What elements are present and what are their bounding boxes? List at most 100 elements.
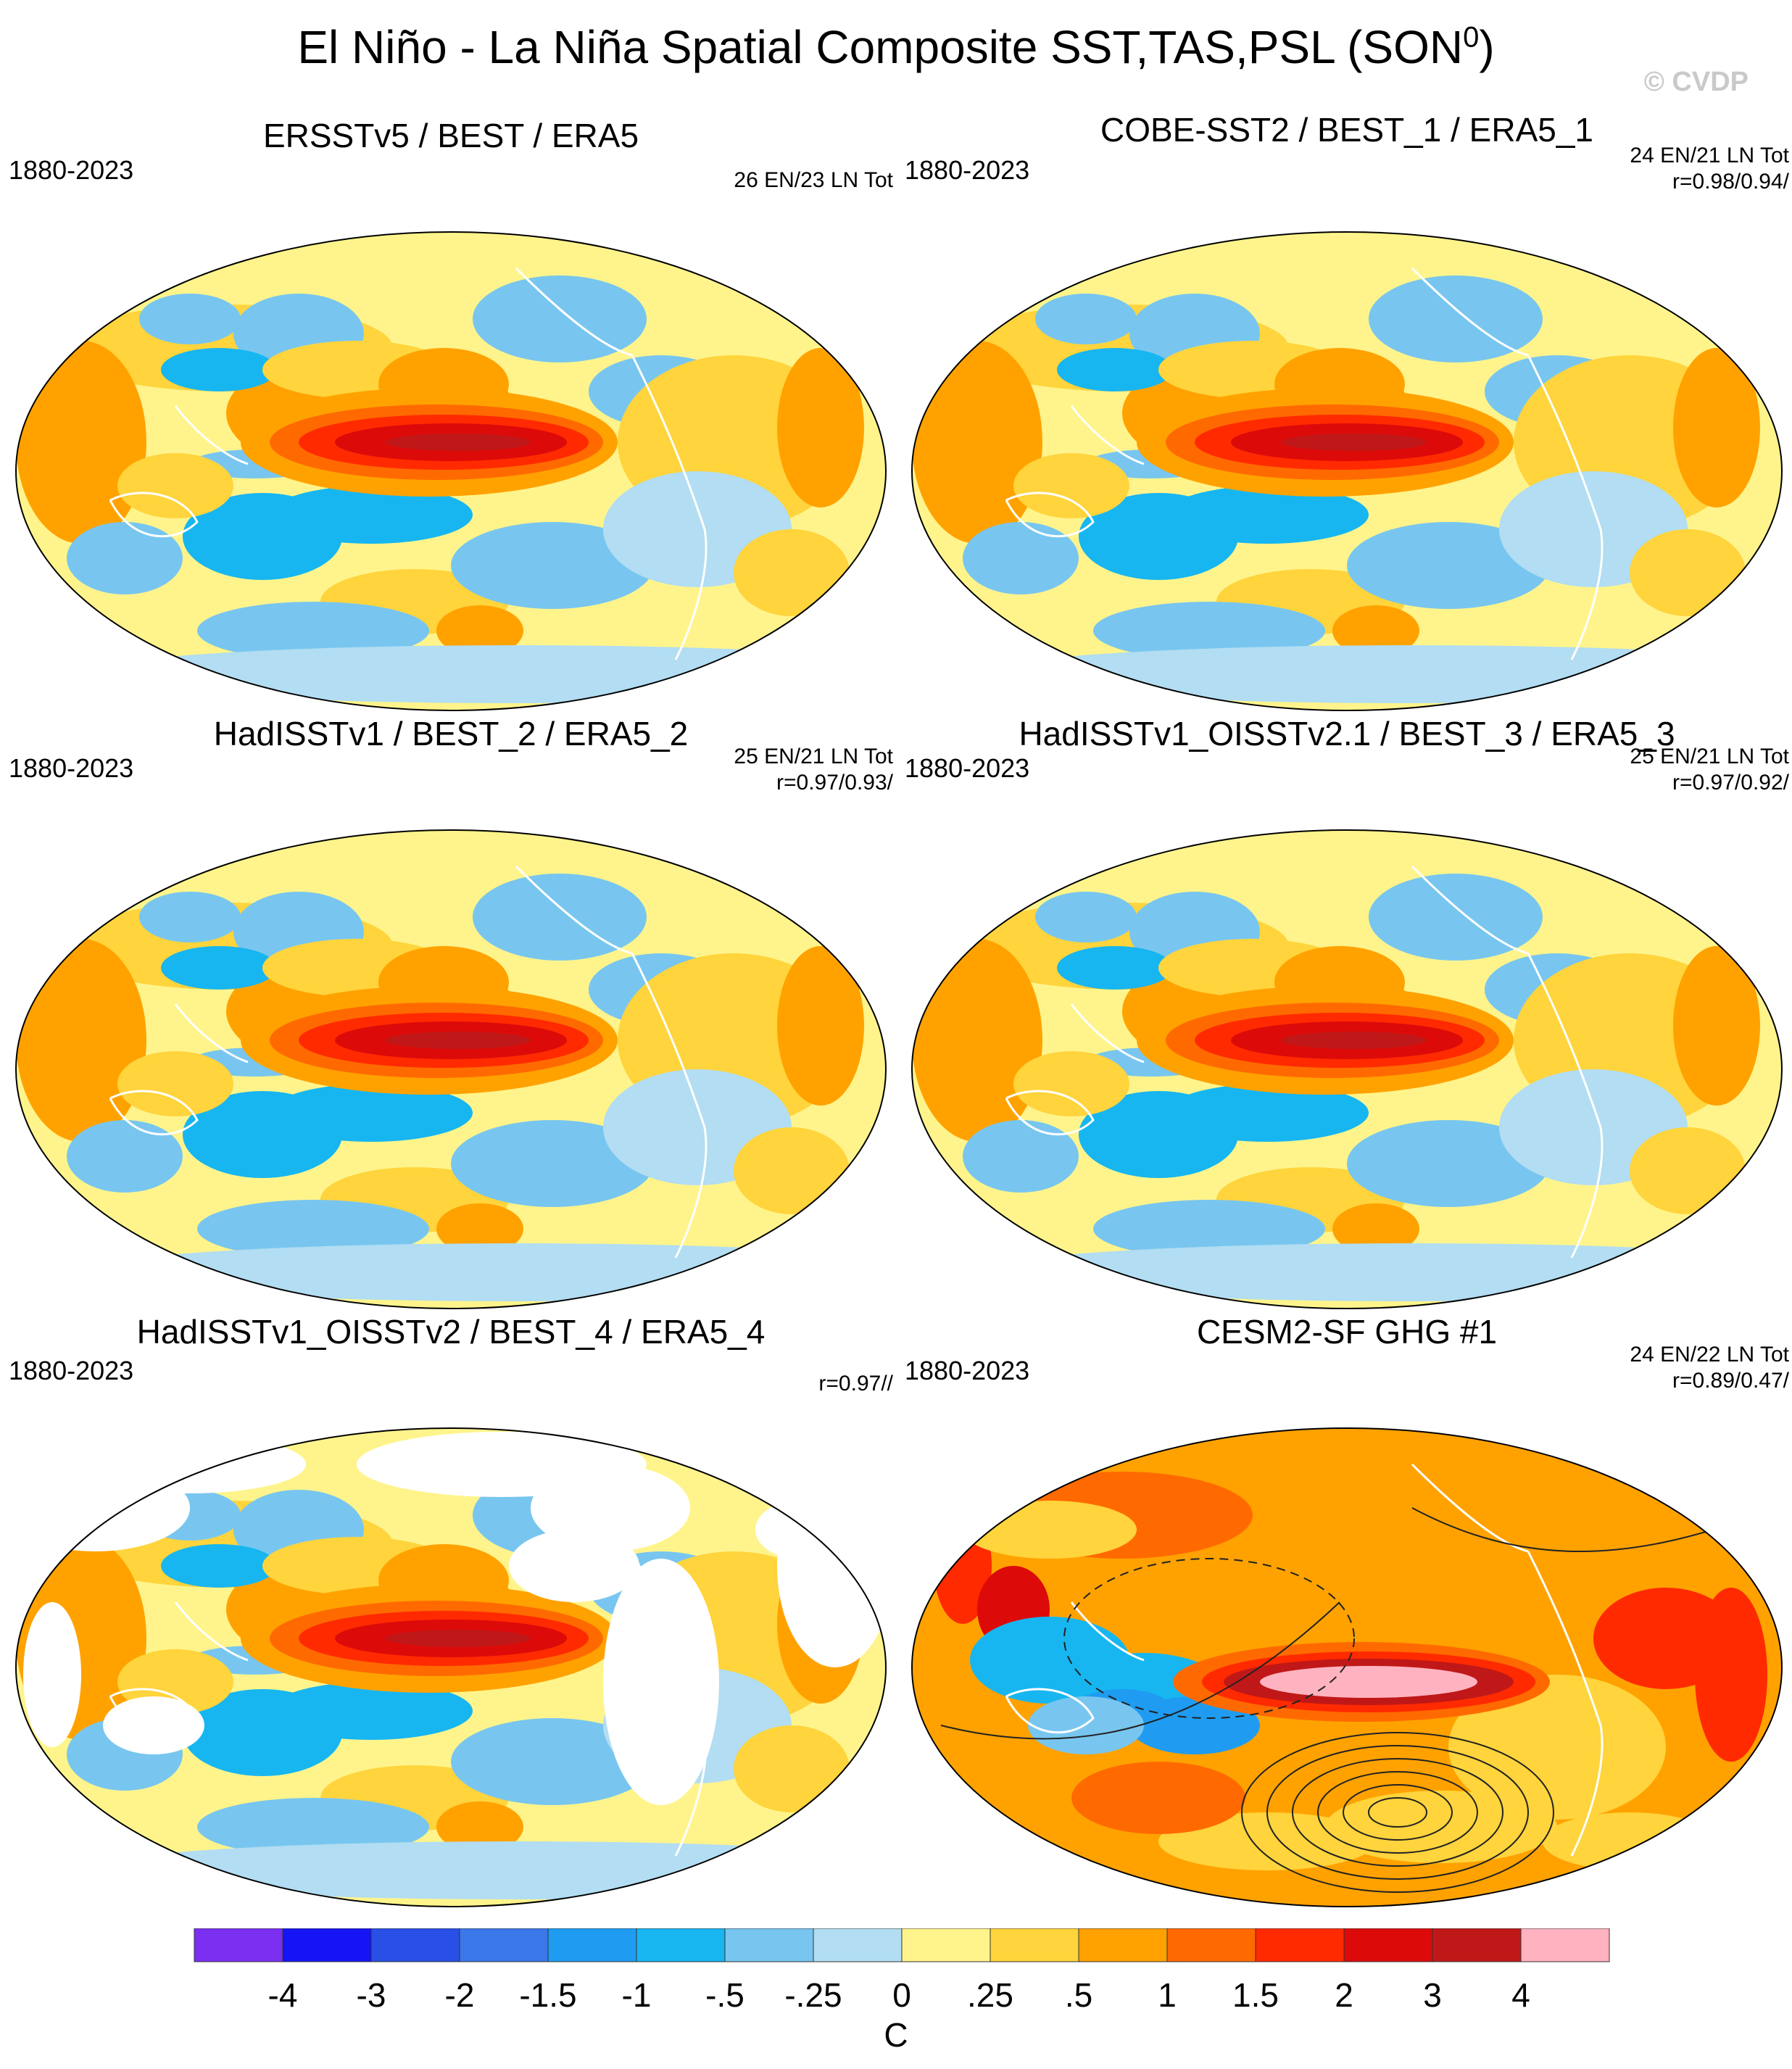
panel-years: 1880-2023 bbox=[905, 1356, 1030, 1385]
land-mask bbox=[103, 1696, 204, 1754]
panel-years: 1880-2023 bbox=[9, 155, 134, 185]
panel-4: HadISSTv1_OISSTv2 / BEST_4 / ERA5_4 1880… bbox=[9, 1312, 893, 1914]
panel-years: 1880-2023 bbox=[9, 753, 134, 783]
anomaly-region bbox=[1347, 522, 1550, 609]
anomaly-region bbox=[1448, 1675, 1666, 1820]
coastline-australia bbox=[109, 1688, 199, 1734]
panel-stat-counts: 26 EN/23 LN Tot bbox=[734, 168, 893, 192]
colorbar-tick-label: 1 bbox=[1158, 1976, 1177, 2014]
anomaly-region bbox=[912, 939, 1042, 1142]
anomaly-region bbox=[161, 1544, 277, 1588]
colorbar-swatch bbox=[901, 1928, 991, 1962]
colorbar-swatch bbox=[547, 1928, 637, 1962]
anomaly-region bbox=[1057, 946, 1173, 990]
anomaly-region bbox=[1013, 1051, 1129, 1116]
anomaly-region bbox=[1332, 1203, 1419, 1254]
land-mask bbox=[74, 1435, 306, 1493]
colorbar-swatch bbox=[459, 1928, 549, 1962]
panel-stat-counts: 25 EN/21 LN Tot bbox=[734, 745, 893, 768]
coastline-americas bbox=[1527, 953, 1604, 1259]
psl-contour-line bbox=[1343, 1784, 1453, 1841]
colorbar-swatch bbox=[1166, 1928, 1256, 1962]
anomaly-region bbox=[270, 1084, 473, 1142]
anomaly-region bbox=[473, 275, 647, 362]
colorbar-tick-label: -.5 bbox=[705, 1976, 744, 2014]
colorbar-tick-label: .25 bbox=[967, 1976, 1013, 2014]
coastline-australia bbox=[109, 1090, 199, 1136]
colorbar-swatch bbox=[370, 1928, 460, 1962]
colorbar-swatch bbox=[1343, 1928, 1433, 1962]
anomaly-region bbox=[1166, 486, 1369, 544]
main-title: El Niño - La Niña Spatial Composite SST,… bbox=[297, 21, 1495, 73]
panel-stat-corr: r=0.98/0.94/ bbox=[1672, 170, 1789, 194]
anomaly-region bbox=[1057, 348, 1173, 391]
panel-stat-corr: r=0.97/0.92/ bbox=[1672, 771, 1789, 795]
panel-title: HadISSTv1 / BEST_2 / ERA5_2 bbox=[213, 715, 689, 752]
land-mask bbox=[603, 1559, 719, 1805]
coastline-north-america bbox=[1411, 1463, 1529, 1553]
map-border bbox=[911, 1427, 1783, 1907]
colorbar-tick-label: -2 bbox=[445, 1976, 475, 2014]
coastlines bbox=[1005, 1463, 1604, 1857]
map-border bbox=[911, 829, 1783, 1309]
anomaly-region bbox=[1347, 1120, 1550, 1207]
psl-contour-dashed bbox=[1063, 1558, 1355, 1719]
anomaly-region bbox=[1332, 605, 1419, 656]
colorbar-swatch bbox=[1078, 1928, 1168, 1962]
coastline-americas bbox=[1527, 1551, 1604, 1857]
psl-contour-line bbox=[1317, 1771, 1478, 1854]
colorbar-swatch bbox=[724, 1928, 814, 1962]
map-plot bbox=[15, 231, 887, 711]
map-plot bbox=[911, 829, 1783, 1309]
enso-tongue bbox=[386, 1032, 531, 1049]
coastlines bbox=[109, 865, 708, 1259]
anomaly-region bbox=[777, 348, 864, 507]
coastline-maritime bbox=[174, 1601, 249, 1662]
anomaly-region bbox=[1630, 529, 1746, 616]
anomaly-region bbox=[436, 1801, 523, 1852]
anomaly-region bbox=[451, 1120, 654, 1207]
panel-title: HadISSTv1_OISSTv2.1 / BEST_3 / ERA5_3 bbox=[1019, 715, 1675, 752]
psl-contour-line bbox=[940, 1601, 1340, 1740]
map-plot bbox=[911, 1427, 1783, 1907]
anomaly-region bbox=[1369, 874, 1543, 961]
panel-2: HadISSTv1 / BEST_2 / ERA5_2 1880-2023 25… bbox=[9, 714, 893, 1316]
anomaly-region bbox=[67, 522, 183, 594]
colorbar-tick-label: 3 bbox=[1423, 1976, 1442, 2014]
anomaly-region bbox=[734, 1725, 850, 1812]
panel-title: CESM2-SF GHG #1 bbox=[1196, 1313, 1498, 1351]
anomaly-region bbox=[436, 605, 523, 656]
anomaly-region bbox=[117, 453, 233, 518]
panel-1: COBE-SST2 / BEST_1 / ERA5_1 1880-2023 24… bbox=[905, 110, 1789, 712]
coastline-north-america bbox=[1411, 267, 1529, 357]
anomaly-region bbox=[1673, 946, 1760, 1106]
anomaly-region bbox=[436, 1203, 523, 1254]
land-mask bbox=[23, 1602, 81, 1747]
anomaly-region bbox=[117, 1051, 233, 1116]
colorbar-tick-label: -4 bbox=[268, 1976, 298, 2014]
land-mask bbox=[777, 1464, 886, 1667]
colorbar-tick-label: -.25 bbox=[784, 1976, 842, 2014]
panel-stat-counts: 24 EN/21 LN Tot bbox=[1630, 144, 1789, 167]
panel-5: CESM2-SF GHG #1 1880-2023 24 EN/22 LN To… bbox=[905, 1312, 1789, 1914]
anomaly-region bbox=[963, 522, 1079, 594]
psl-contour-line bbox=[1368, 1797, 1427, 1828]
coastline-americas bbox=[631, 354, 708, 660]
map-field bbox=[912, 1428, 1782, 1907]
panel-title: ERSSTv5 / BEST / ERA5 bbox=[262, 117, 639, 154]
panel-0: ERSSTv5 / BEST / ERA5 1880-2023 26 EN/23… bbox=[9, 116, 893, 718]
colorbar-tick-label: 2 bbox=[1335, 1976, 1353, 2014]
map-field bbox=[16, 1428, 886, 1907]
coastline-australia bbox=[109, 492, 199, 538]
panel-stat-corr: r=0.89/0.47/ bbox=[1672, 1369, 1789, 1393]
panel-stat-corr: r=0.97// bbox=[818, 1372, 893, 1396]
map-border bbox=[15, 231, 887, 711]
map-field bbox=[912, 232, 1782, 710]
anomaly-region bbox=[1673, 348, 1760, 507]
anomaly-region bbox=[1093, 1200, 1325, 1258]
coastlines bbox=[109, 267, 708, 660]
colorbar: -4 -3 -2 -1.5 -1 -.5 -.25 0 .25 .5 1 1.5 2 3 4 bbox=[194, 1928, 1610, 2014]
anomaly-region bbox=[139, 892, 241, 942]
enso-tongue bbox=[386, 434, 531, 451]
coastline-north-america bbox=[515, 267, 633, 357]
